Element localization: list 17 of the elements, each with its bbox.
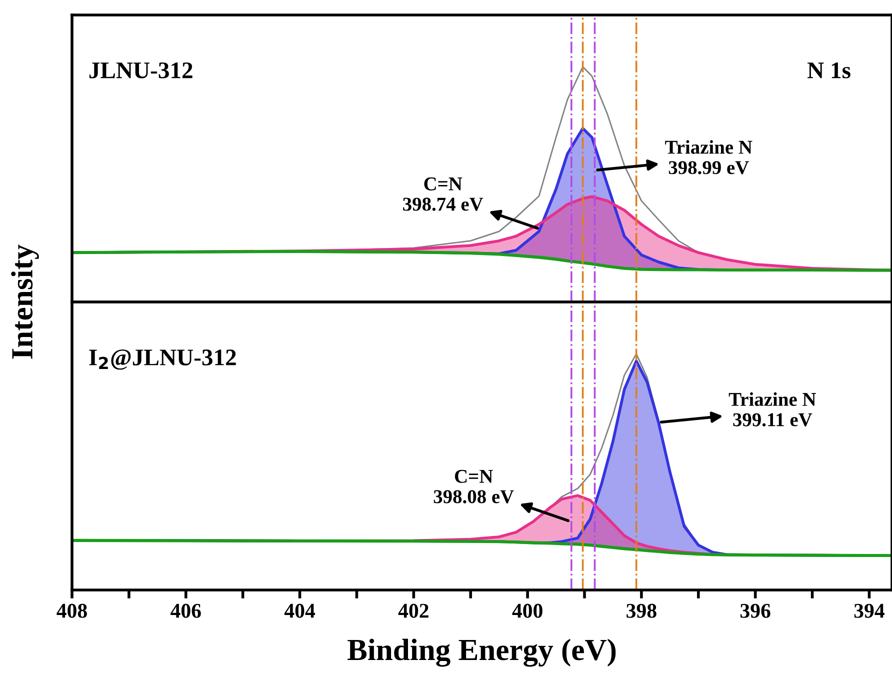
- x-tick-label: 406: [170, 604, 201, 618]
- x-tick-label: 404: [284, 604, 316, 618]
- x-tick-label: 408: [56, 604, 87, 618]
- annotation: Triazine N 398.99 eV: [665, 140, 752, 174]
- annotation: Triazine N 399.11 eV: [728, 392, 816, 426]
- x-axis-title: Binding Energy (eV): [348, 638, 616, 667]
- annotation: C=N 398.74 eV: [403, 177, 484, 211]
- x-tick-label: 402: [398, 604, 428, 618]
- annotation: C=N 398.08 eV: [434, 470, 514, 504]
- x-tick-label: 398: [626, 604, 656, 618]
- x-tick-label: 394: [854, 604, 884, 618]
- annotation: I$_{2}$@JLNU-312: [89, 349, 236, 370]
- y-axis-title: Intensity: [11, 244, 39, 359]
- x-tick-label: 396: [740, 604, 770, 618]
- annotation: N 1s: [808, 62, 850, 78]
- x-tick-label: 400: [512, 604, 542, 618]
- annotation: JLNU-312: [89, 62, 192, 78]
